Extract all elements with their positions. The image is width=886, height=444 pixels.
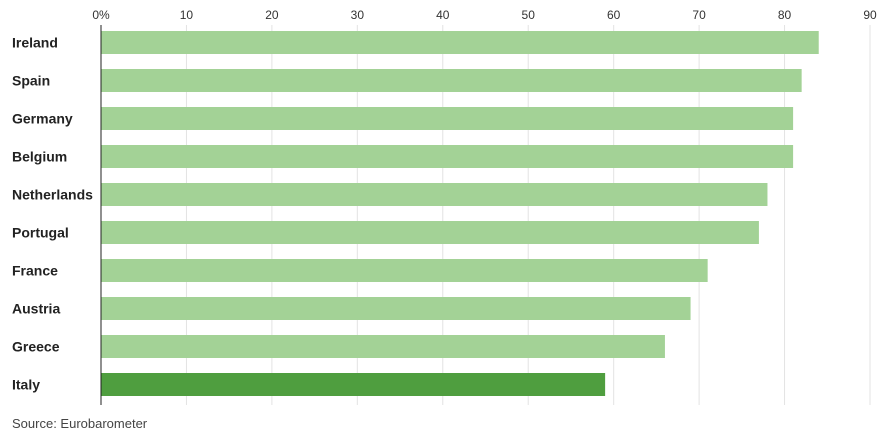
bar-ireland (101, 31, 819, 54)
bar-greece (101, 335, 665, 358)
bar-italy (101, 373, 606, 396)
x-tick-label-0: 0% (92, 8, 110, 22)
category-label-italy: Italy (12, 377, 40, 393)
source-note: Source: Eurobarometer (12, 416, 148, 431)
category-label-greece: Greece (12, 339, 60, 355)
category-label-austria: Austria (12, 301, 60, 317)
x-tick-label-20: 20 (265, 8, 279, 22)
category-label-belgium: Belgium (12, 149, 67, 165)
bar-germany (101, 107, 794, 130)
bar-belgium (101, 145, 794, 168)
x-tick-label-60: 60 (607, 8, 621, 22)
category-label-portugal: Portugal (12, 225, 69, 241)
x-tick-label-70: 70 (692, 8, 706, 22)
bar-netherlands (101, 183, 768, 206)
category-label-netherlands: Netherlands (12, 187, 93, 203)
x-tick-label-10: 10 (180, 8, 194, 22)
category-label-france: France (12, 263, 58, 279)
category-label-germany: Germany (12, 111, 73, 127)
x-tick-label-50: 50 (522, 8, 536, 22)
x-tick-label-40: 40 (436, 8, 450, 22)
bar-portugal (101, 221, 759, 244)
category-label-ireland: Ireland (12, 35, 58, 51)
x-tick-label-80: 80 (778, 8, 792, 22)
category-label-spain: Spain (12, 73, 50, 89)
bar-austria (101, 297, 691, 320)
bar-chart: 0% 10 20 30 40 50 60 70 80 90 Ireland Spain Germany B… (12, 8, 877, 405)
bar-spain (101, 69, 802, 92)
x-tick-label-30: 30 (351, 8, 365, 22)
bar-france (101, 259, 708, 282)
x-tick-label-90: 90 (863, 8, 877, 22)
